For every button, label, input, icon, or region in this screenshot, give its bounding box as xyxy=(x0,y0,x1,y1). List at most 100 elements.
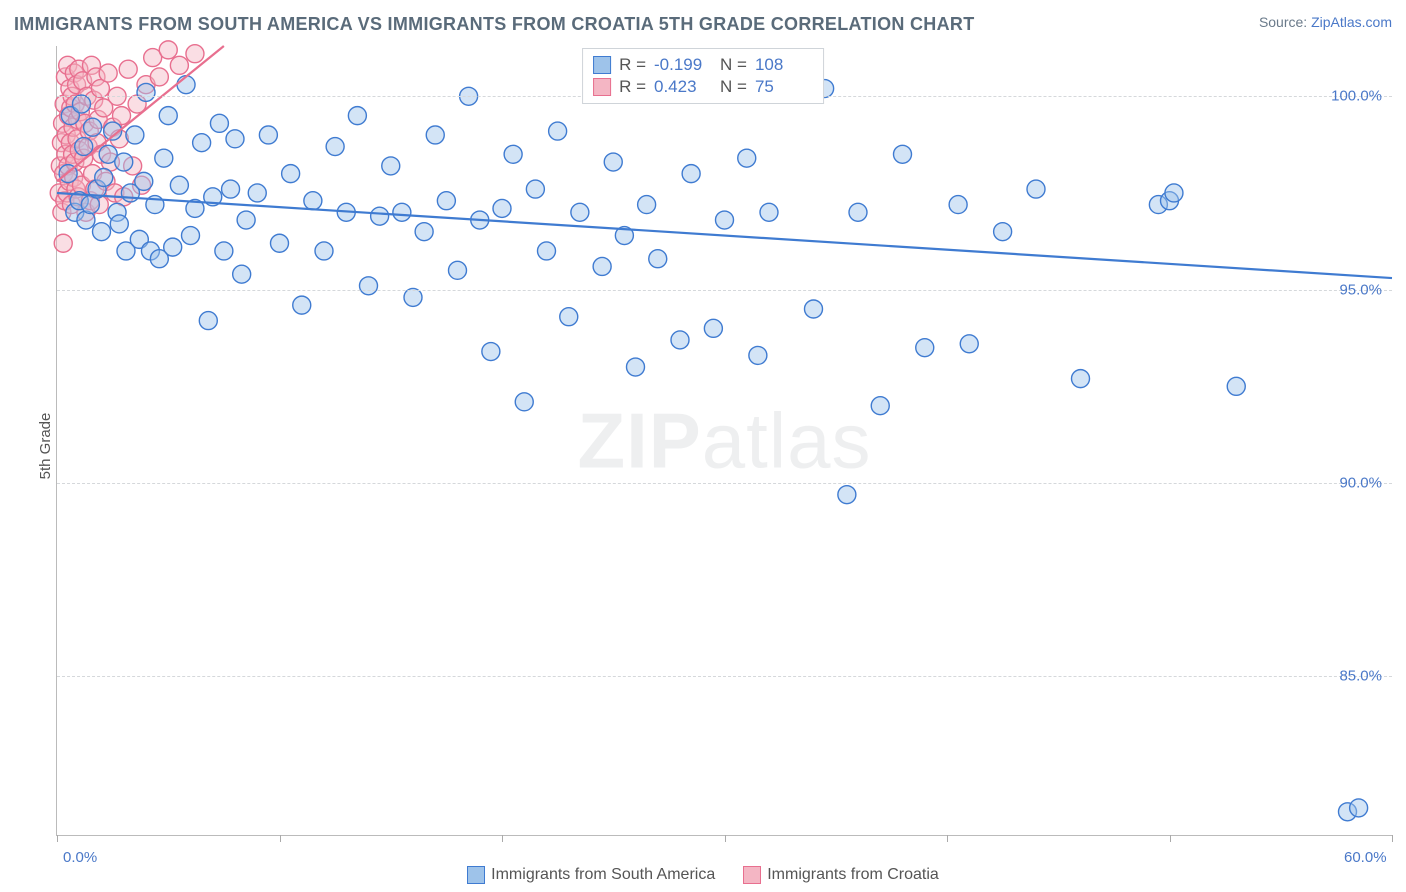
data-point xyxy=(155,149,173,167)
data-point xyxy=(493,199,511,217)
stats-row-series-1: R = 0.423 N = 75 xyxy=(593,76,813,98)
data-point xyxy=(404,288,422,306)
x-tick xyxy=(502,835,503,842)
data-point xyxy=(54,234,72,252)
gridline xyxy=(57,483,1392,484)
chart-title: IMMIGRANTS FROM SOUTH AMERICA VS IMMIGRA… xyxy=(14,14,975,35)
stats-n-value-1: 75 xyxy=(755,77,813,97)
data-point xyxy=(449,261,467,279)
x-tick xyxy=(57,835,58,842)
data-point xyxy=(226,130,244,148)
data-point xyxy=(237,211,255,229)
data-point xyxy=(304,192,322,210)
y-tick-label: 100.0% xyxy=(1331,88,1382,105)
data-point xyxy=(949,196,967,214)
data-point xyxy=(271,234,289,252)
y-axis-title: 5th Grade xyxy=(37,413,54,480)
data-point xyxy=(382,157,400,175)
data-point xyxy=(348,107,366,125)
legend-bottom: Immigrants from South America Immigrants… xyxy=(0,866,1406,884)
data-point xyxy=(1165,184,1183,202)
gridline xyxy=(57,290,1392,291)
data-point xyxy=(1027,180,1045,198)
data-point xyxy=(75,138,93,156)
data-point xyxy=(150,68,168,86)
data-point xyxy=(894,145,912,163)
source-attribution: Source: ZipAtlas.com xyxy=(1259,14,1392,30)
legend-label-0: Immigrants from South America xyxy=(491,866,715,884)
data-point xyxy=(199,312,217,330)
y-tick-label: 95.0% xyxy=(1339,281,1382,298)
legend-swatch-1 xyxy=(743,866,761,884)
data-point xyxy=(960,335,978,353)
legend-item-0: Immigrants from South America xyxy=(467,866,715,884)
data-point xyxy=(137,83,155,101)
data-point xyxy=(95,169,113,187)
data-point xyxy=(159,41,177,59)
x-tick-label: 60.0% xyxy=(1344,849,1387,866)
data-point xyxy=(72,95,90,113)
x-tick-label: 0.0% xyxy=(63,849,97,866)
data-point xyxy=(186,45,204,63)
x-tick xyxy=(280,835,281,842)
trendline xyxy=(57,193,1392,278)
data-point xyxy=(119,60,137,78)
data-point xyxy=(159,107,177,125)
data-point xyxy=(1227,377,1245,395)
data-point xyxy=(871,397,889,415)
data-point xyxy=(177,76,195,94)
data-point xyxy=(571,203,589,221)
x-tick xyxy=(1170,835,1171,842)
data-point xyxy=(233,265,251,283)
stats-n-value-0: 108 xyxy=(755,55,813,75)
data-point xyxy=(193,134,211,152)
data-point xyxy=(115,153,133,171)
data-point xyxy=(371,207,389,225)
stats-row-series-0: R = -0.199 N = 108 xyxy=(593,54,813,76)
data-point xyxy=(738,149,756,167)
data-point xyxy=(437,192,455,210)
data-point xyxy=(849,203,867,221)
source-label: Source: xyxy=(1259,14,1311,30)
data-point xyxy=(704,319,722,337)
gridline xyxy=(57,676,1392,677)
y-tick-label: 85.0% xyxy=(1339,668,1382,685)
data-point xyxy=(515,393,533,411)
stats-r-label: R = xyxy=(619,77,646,97)
data-point xyxy=(560,308,578,326)
data-point xyxy=(126,126,144,144)
data-point xyxy=(916,339,934,357)
data-point xyxy=(1072,370,1090,388)
y-tick-label: 90.0% xyxy=(1339,475,1382,492)
data-point xyxy=(360,277,378,295)
data-point xyxy=(760,203,778,221)
data-point xyxy=(248,184,266,202)
stats-r-value-0: -0.199 xyxy=(654,55,712,75)
data-point xyxy=(170,176,188,194)
data-point xyxy=(84,118,102,136)
data-point xyxy=(682,165,700,183)
x-tick xyxy=(947,835,948,842)
data-point xyxy=(526,180,544,198)
data-point xyxy=(1350,799,1368,817)
source-link[interactable]: ZipAtlas.com xyxy=(1311,14,1392,30)
data-point xyxy=(604,153,622,171)
legend-item-1: Immigrants from Croatia xyxy=(743,866,939,884)
data-point xyxy=(93,223,111,241)
stats-r-value-1: 0.423 xyxy=(654,77,712,97)
data-point xyxy=(638,196,656,214)
chart-svg xyxy=(57,46,1392,835)
data-point xyxy=(749,346,767,364)
data-point xyxy=(293,296,311,314)
legend-swatch-0 xyxy=(467,866,485,884)
data-point xyxy=(805,300,823,318)
data-point xyxy=(426,126,444,144)
stats-swatch-0 xyxy=(593,56,611,74)
data-point xyxy=(282,165,300,183)
data-point xyxy=(994,223,1012,241)
data-point xyxy=(315,242,333,260)
data-point xyxy=(627,358,645,376)
data-point xyxy=(182,227,200,245)
stats-r-label: R = xyxy=(619,55,646,75)
data-point xyxy=(716,211,734,229)
